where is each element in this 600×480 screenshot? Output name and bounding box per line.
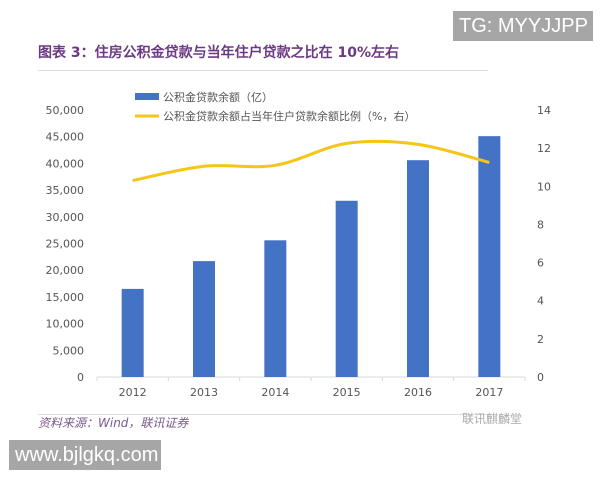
x-tick-label: 2015 — [333, 386, 361, 399]
ratio-line — [132, 139, 490, 183]
y-left-tick-label: 25,000 — [46, 238, 85, 251]
bar-2012 — [121, 288, 144, 377]
y-right-tick-label: 14 — [537, 104, 551, 117]
y-right-tick-label: 4 — [537, 295, 544, 308]
y-right-tick-label: 2 — [537, 333, 544, 346]
title-divider — [38, 70, 488, 71]
legend-bar-label: 公积金贷款余额（亿） — [163, 90, 273, 104]
watermark-bottom: www.bjlgkq.com — [9, 440, 161, 470]
x-tick-label: 2012 — [119, 386, 147, 399]
y-right-tick-label: 0 — [537, 371, 544, 384]
y-left-tick-label: 20,000 — [46, 264, 85, 277]
bar-2017 — [478, 136, 501, 377]
x-tick-label: 2014 — [261, 386, 289, 399]
y-left-tick-label: 30,000 — [46, 211, 85, 224]
source-note: 资料来源：Wind，联讯证券 — [38, 416, 189, 430]
y-left-tick-label: 5,000 — [53, 344, 85, 357]
watermark-top: TG: MYYJJPP — [453, 11, 593, 41]
brand-logo: 联讯麒麟堂 — [462, 412, 523, 426]
bar-2014 — [264, 240, 287, 377]
y-right-tick-label: 10 — [537, 180, 551, 193]
legend-line-label: 公积金贷款余额占当年住户贷款余额比例（%，右） — [163, 109, 415, 123]
y-left-tick-label: 15,000 — [46, 291, 85, 304]
y-right-tick-label: 8 — [537, 218, 544, 231]
bar-2013 — [193, 261, 215, 377]
bar-2015 — [335, 200, 358, 377]
x-tick-label: 2013 — [190, 386, 218, 399]
chart-title: 图表 3：住房公积金贷款与当年住户贷款之比在 10%左右 — [38, 45, 399, 61]
y-left-tick-label: 40,000 — [46, 157, 85, 170]
y-left-tick-label: 0 — [77, 371, 84, 384]
x-tick-label: 2017 — [475, 386, 503, 399]
y-left-tick-label: 50,000 — [46, 104, 85, 117]
y-right-tick-label: 12 — [537, 142, 551, 155]
source-divider — [38, 414, 488, 415]
y-left-tick-label: 10,000 — [46, 318, 85, 331]
bar-2016 — [407, 160, 429, 377]
x-tick-label: 2016 — [404, 386, 432, 399]
y-left-tick-label: 45,000 — [46, 131, 85, 144]
legend-bar-swatch — [135, 93, 159, 100]
y-left-tick-label: 35,000 — [46, 184, 85, 197]
y-right-tick-label: 6 — [537, 257, 544, 270]
